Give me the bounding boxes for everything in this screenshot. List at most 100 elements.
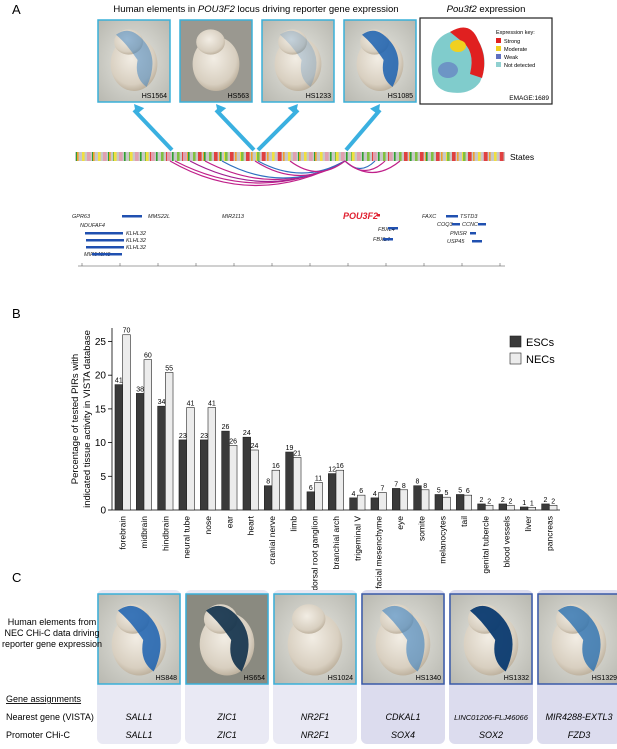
state-stripe: [299, 152, 301, 161]
state-stripe: [220, 152, 222, 161]
x-tick-label: forebrain: [118, 516, 128, 550]
x-tick-label: hindbrain: [160, 516, 170, 551]
key-label: Not detected: [504, 63, 535, 69]
count-label: 1: [522, 500, 526, 507]
state-stripe: [225, 152, 228, 161]
state-stripe: [330, 152, 332, 161]
x-tick-label: dorsal root ganglion: [310, 516, 320, 591]
row-label: Promoter CHi-C: [6, 730, 71, 740]
bar: [434, 494, 443, 511]
state-stripe: [415, 152, 418, 161]
stain: [382, 605, 425, 672]
count-label: 26: [229, 438, 237, 445]
count-label: 2: [544, 497, 548, 504]
state-stripe: [203, 152, 205, 161]
text-part: locus driving reporter gene expression: [235, 4, 399, 15]
gene-glyph: [452, 223, 460, 226]
state-stripe: [219, 152, 221, 161]
bar: [250, 449, 259, 511]
state-stripe: [151, 152, 155, 161]
arrow-head: [287, 104, 298, 115]
stain: [362, 30, 399, 87]
bar: [485, 504, 494, 511]
state-stripe: [76, 152, 78, 161]
gene-label: FBXL4: [378, 227, 395, 233]
state-stripe: [251, 152, 253, 161]
count-label: 21: [293, 450, 301, 457]
state-stripe: [320, 152, 323, 161]
panel-a-title: Human elements in POU3F2 locus driving r…: [113, 4, 398, 15]
arrow-head: [216, 104, 227, 115]
bar: [293, 457, 302, 511]
state-stripe: [77, 152, 79, 161]
x-tick-label: nose: [203, 516, 213, 535]
count-label: 4: [373, 491, 377, 498]
count-label: 23: [179, 433, 187, 440]
state-stripe: [257, 152, 260, 161]
state-stripe: [214, 152, 218, 161]
count-label: 5: [437, 487, 441, 494]
text-part: NEC CHi-C data driving: [4, 628, 99, 638]
gene-label: KLHL32: [126, 245, 146, 251]
state-stripe: [235, 152, 237, 161]
gene-glyph: [472, 240, 482, 243]
legend-swatch: [509, 335, 522, 348]
state-stripe: [436, 152, 440, 161]
state-stripe: [283, 152, 285, 161]
y-tick-label: 15: [95, 404, 107, 415]
state-stripe: [399, 152, 402, 161]
gene-glyph: [383, 238, 393, 241]
gene-glyph: [388, 227, 398, 230]
y-tick-label: 5: [100, 472, 106, 483]
state-stripe: [500, 152, 504, 161]
state-stripe: [87, 152, 91, 161]
count-label: 6: [359, 488, 363, 495]
arrow-head: [134, 104, 145, 115]
arrow: [214, 108, 256, 152]
gene-glyph: [470, 232, 476, 235]
bar: [378, 492, 387, 511]
text-part: Pou3f2: [447, 4, 478, 15]
bar: [122, 334, 131, 511]
bar: [349, 497, 358, 511]
panel-label: C: [12, 570, 21, 585]
state-stripe: [241, 152, 244, 161]
state-stripe: [357, 152, 361, 161]
state-stripe: [425, 152, 427, 161]
y-axis-label: Percentage of tested PIRs withindicated …: [70, 330, 93, 508]
gene-label: GPR63: [72, 214, 91, 220]
x-tick-label: somite: [416, 516, 426, 541]
x-tick-label: neural tube: [182, 516, 192, 559]
gene-name: SALL1: [125, 730, 152, 740]
x-tick-label: pancreas: [544, 516, 554, 551]
element-id: HS654: [244, 675, 266, 682]
element-id: HS563: [228, 93, 250, 100]
state-stripe: [373, 152, 377, 161]
bar: [143, 359, 152, 511]
bar: [186, 407, 195, 511]
state-stripe: [346, 152, 348, 161]
bar: [207, 407, 216, 511]
bar: [114, 384, 123, 511]
gene-glyph: [86, 246, 124, 249]
bar: [328, 473, 337, 511]
interaction-arcs: [169, 160, 401, 187]
text-part: Human elements from: [8, 617, 97, 627]
y-tick-label: 0: [100, 506, 106, 517]
bar: [498, 503, 507, 511]
state-stripe: [109, 152, 111, 161]
x-tick-label: melanocytes: [438, 516, 448, 564]
state-stripe: [119, 152, 123, 161]
row-label: Nearest gene (VISTA): [6, 712, 94, 722]
gene-label: TSTD3: [460, 214, 478, 220]
count-label: 16: [272, 463, 280, 470]
count-label: 8: [416, 479, 420, 486]
element-id: HS848: [156, 675, 178, 682]
expression-map-weak: [438, 62, 458, 78]
count-label: 70: [123, 328, 131, 335]
panel-c-label: Human elements from NEC CHi-C data drivin…: [2, 617, 102, 649]
stain: [116, 30, 153, 87]
state-stripe: [431, 152, 434, 161]
count-label: 11: [315, 475, 322, 482]
state-stripe: [293, 152, 297, 161]
